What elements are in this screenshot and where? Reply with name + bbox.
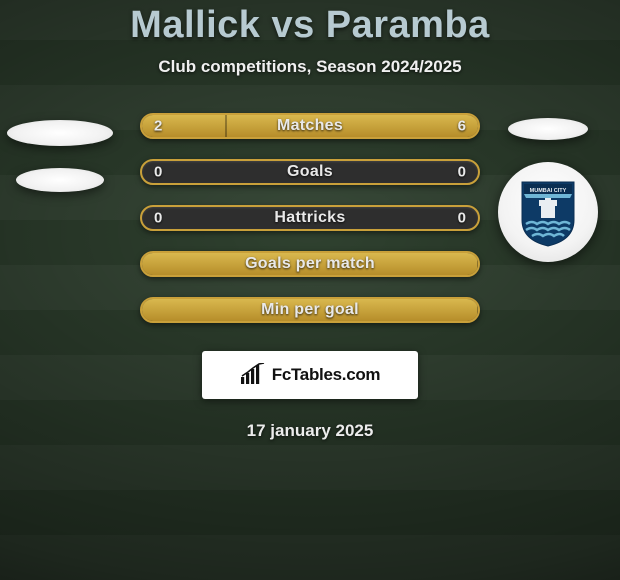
bar-label: Goals xyxy=(142,163,478,181)
stat-bar-min-per-goal: Min per goal xyxy=(140,297,480,323)
page-title: Mallick vs Paramba xyxy=(0,4,620,47)
bar-value-left: 0 xyxy=(154,164,162,181)
bar-value-right: 0 xyxy=(458,164,466,181)
stat-bar-matches: Matches26 xyxy=(140,113,480,139)
brand-bars-icon xyxy=(240,363,266,387)
content-container: Mallick vs Paramba Club competitions, Se… xyxy=(0,0,620,441)
brand-box[interactable]: FcTables.com xyxy=(202,351,418,399)
date-text: 17 january 2025 xyxy=(0,421,620,441)
bar-value-right: 0 xyxy=(458,210,466,227)
stat-bar-goals: Goals0 0 xyxy=(140,159,480,185)
stat-bar-hattricks: Hattricks0 0 xyxy=(140,205,480,231)
subtitle: Club competitions, Season 2024/2025 xyxy=(0,57,620,77)
bar-fill-left xyxy=(142,115,226,137)
stats-bars: Matches26Goals00Hattricks00Goals per mat… xyxy=(140,113,480,323)
bar-fill-right xyxy=(226,115,478,137)
bar-fill-left xyxy=(142,253,478,275)
bar-fill-left xyxy=(142,299,478,321)
bar-value-left: 0 xyxy=(154,210,162,227)
bar-label: Hattricks xyxy=(142,209,478,227)
brand-text: FcTables.com xyxy=(272,365,381,385)
stat-bar-goals-per-match: Goals per match xyxy=(140,251,480,277)
